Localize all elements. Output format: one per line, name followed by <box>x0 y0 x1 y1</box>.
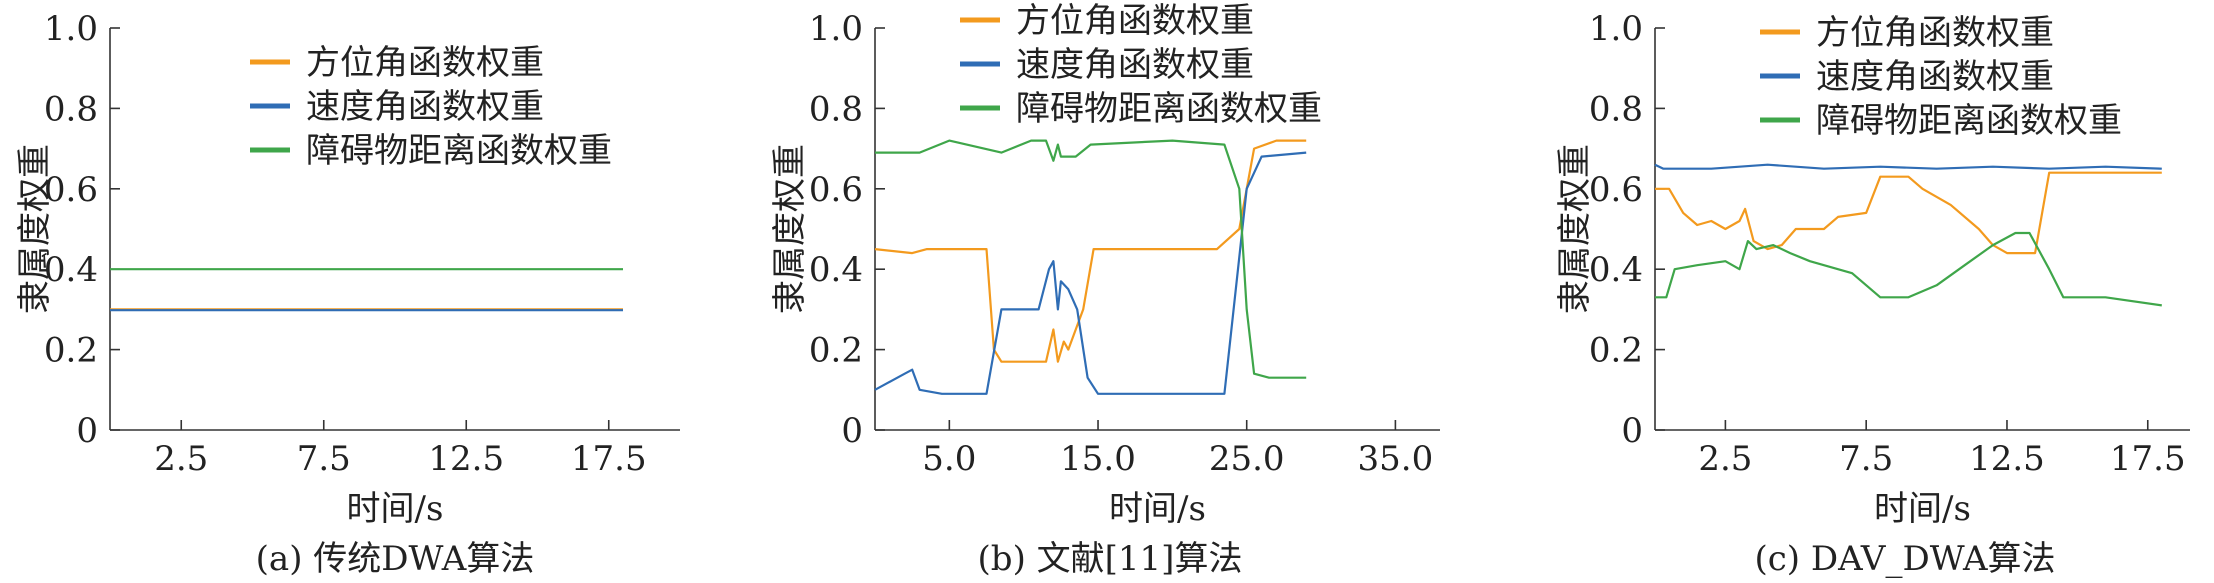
x-tick-label: 35.0 <box>1358 439 1434 479</box>
legend-label: 障碍物距离函数权重 <box>306 131 612 171</box>
y-tick-label: 0.4 <box>1589 250 1643 290</box>
legend-label: 方位角函数权重 <box>1816 13 2054 53</box>
series-line-1 <box>1654 163 2162 170</box>
y-axis-title: 隶属度权重 <box>770 144 810 314</box>
legend-label: 速度角函数权重 <box>1016 45 1254 85</box>
y-tick-label: 0.6 <box>1589 170 1643 210</box>
series-line-2 <box>1655 231 2162 307</box>
x-tick-label: 25.0 <box>1209 439 1285 479</box>
y-tick-label: 0.8 <box>1589 89 1643 129</box>
chart-caption: (b) 文献[11]算法 <box>978 539 1243 579</box>
legend-label: 障碍物距离函数权重 <box>1016 89 1322 129</box>
chart-caption: (c) DAV_DWA算法 <box>1754 539 2055 579</box>
chart-panel-1: 0 0.2 0.4 0.6 0.8 1.0 5.0 15.0 25.0 35.0 方位角函数权重速度… <box>770 1 1440 579</box>
legend-label: 方位角函数权重 <box>306 43 544 83</box>
y-tick-label: 0.4 <box>809 250 863 290</box>
y-tick-label: 1.0 <box>44 9 98 49</box>
y-tick-label: 0.2 <box>44 331 98 371</box>
y-tick-label: 0 <box>76 411 98 451</box>
x-tick-label: 15.0 <box>1060 439 1136 479</box>
y-tick-label: 1.0 <box>1589 9 1643 49</box>
series-line-1 <box>874 151 1307 395</box>
y-tick-label: 0.8 <box>44 89 98 129</box>
x-tick-label: 12.5 <box>428 439 504 479</box>
x-tick-label: 2.5 <box>1698 439 1752 479</box>
legend-label: 方位角函数权重 <box>1016 1 1254 41</box>
y-tick-label: 0.8 <box>809 89 863 129</box>
legend-label: 障碍物距离函数权重 <box>1816 101 2122 141</box>
legend-label: 速度角函数权重 <box>1816 57 2054 97</box>
y-tick-label: 0.2 <box>809 331 863 371</box>
x-axis-title: 时间/s <box>1109 489 1206 529</box>
y-tick-label: 0.6 <box>44 170 98 210</box>
y-tick-label: 0.6 <box>809 170 863 210</box>
y-tick-label: 0.2 <box>1589 331 1643 371</box>
series-line-0 <box>1655 171 2162 255</box>
x-axis-title: 时间/s <box>1874 489 1971 529</box>
chart-panel-2: 0 0.2 0.4 0.6 0.8 1.0 2.5 7.5 12.5 17.5 方位角函数权重速度角… <box>1555 9 2190 579</box>
legend-label: 速度角函数权重 <box>306 87 544 127</box>
x-tick-label: 17.5 <box>571 439 647 479</box>
y-tick-label: 1.0 <box>809 9 863 49</box>
y-axis-title: 隶属度权重 <box>1555 144 1595 314</box>
y-tick-label: 0.4 <box>44 250 98 290</box>
x-axis-title: 时间/s <box>347 489 444 529</box>
chart-panel-0: 0 0.2 0.4 0.6 0.8 1.0 2.5 7.5 12.5 17.5 方位角函数权重速度角… <box>15 9 680 579</box>
x-tick-label: 17.5 <box>2110 439 2186 479</box>
x-tick-label: 2.5 <box>154 439 208 479</box>
x-tick-label: 7.5 <box>1839 439 1893 479</box>
y-tick-label: 0 <box>841 411 863 451</box>
series-line-0 <box>874 139 1307 363</box>
series-line-2 <box>875 139 1307 379</box>
x-tick-label: 5.0 <box>922 439 976 479</box>
x-tick-label: 12.5 <box>1969 439 2045 479</box>
y-tick-label: 0 <box>1621 411 1643 451</box>
y-axis-title: 隶属度权重 <box>15 144 55 314</box>
x-tick-label: 7.5 <box>297 439 351 479</box>
chart-caption: (a) 传统DWA算法 <box>256 539 535 579</box>
